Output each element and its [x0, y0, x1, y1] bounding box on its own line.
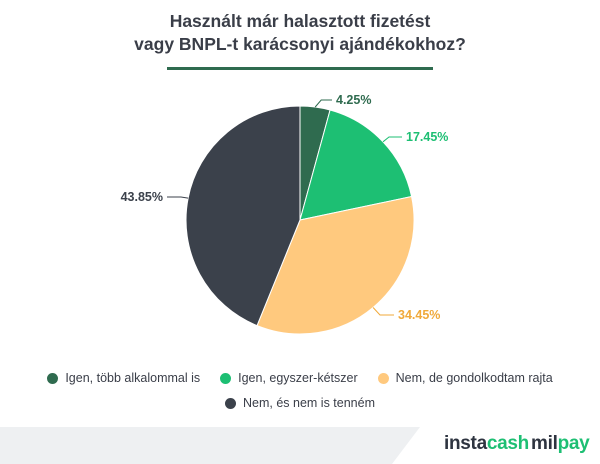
legend-row-1: Igen, több alkalommal is Igen, egyszer-k… [0, 371, 600, 385]
data-label-nem-tennem: 43.85% [121, 190, 163, 204]
data-label-igen-tobb: 4.25% [336, 93, 371, 107]
leader-line-nem-tennem [167, 196, 189, 199]
legend-item-igen-tobb: Igen, több alkalommal is [47, 371, 200, 385]
milpay-logo-part1: mil [531, 433, 558, 454]
milpay-logo-part2: pay [557, 433, 590, 454]
pie-slice-igen-egyszer [299, 109, 413, 221]
legend: Igen, több alkalommal is Igen, egyszer-k… [0, 371, 600, 421]
legend-dot-nem-tennem [225, 397, 236, 409]
legend-label-igen-egyszer: Igen, egyszer-kétszer [238, 371, 358, 385]
legend-item-igen-egyszer: Igen, egyszer-kétszer [220, 371, 358, 385]
leader-line-igen-tobb [314, 99, 332, 108]
footer-band [0, 427, 420, 464]
footer-band-shape [0, 427, 420, 464]
legend-label-igen-tobb: Igen, több alkalommal is [65, 371, 201, 385]
chart-title-line-1: Használt már halasztott fizetést [169, 11, 431, 31]
milpay-logo: milpay [531, 433, 590, 455]
legend-item-nem-gondolkodtam: Nem, de gondolkodtam rajta [377, 371, 553, 385]
instacash-logo-part2: cash [486, 433, 529, 454]
legend-label-nem-tennem: Nem, és nem is tenném [243, 396, 375, 410]
instacash-logo: instacash [444, 433, 529, 455]
chart-title: Használt már halasztott fizetést vagy BN… [0, 10, 600, 56]
instacash-logo-part1: insta [444, 433, 487, 454]
pie-slice-nem-gondolkodtam [256, 195, 415, 335]
data-label-igen-egyszer: 17.45% [406, 130, 448, 144]
legend-dot-nem-gondolkodtam [377, 372, 389, 384]
pie-slice-nem-tennem [185, 105, 301, 327]
data-label-nem-gondolkodtam: 34.45% [398, 308, 440, 322]
chart-title-line-2: vagy BNPL-t karácsonyi ajándékokhoz? [134, 34, 466, 54]
leader-line-nem-gondolkodtam [372, 307, 394, 316]
legend-item-nem-tennem: Nem, és nem is tenném [225, 396, 375, 410]
legend-dot-igen-tobb [47, 372, 59, 384]
leader-line-igen-egyszer [382, 136, 402, 143]
title-underline [167, 67, 433, 70]
legend-label-nem-gondolkodtam: Nem, de gondolkodtam rajta [395, 371, 553, 385]
legend-row-2: Nem, és nem is tenném [0, 396, 600, 410]
legend-dot-igen-egyszer [220, 372, 232, 384]
